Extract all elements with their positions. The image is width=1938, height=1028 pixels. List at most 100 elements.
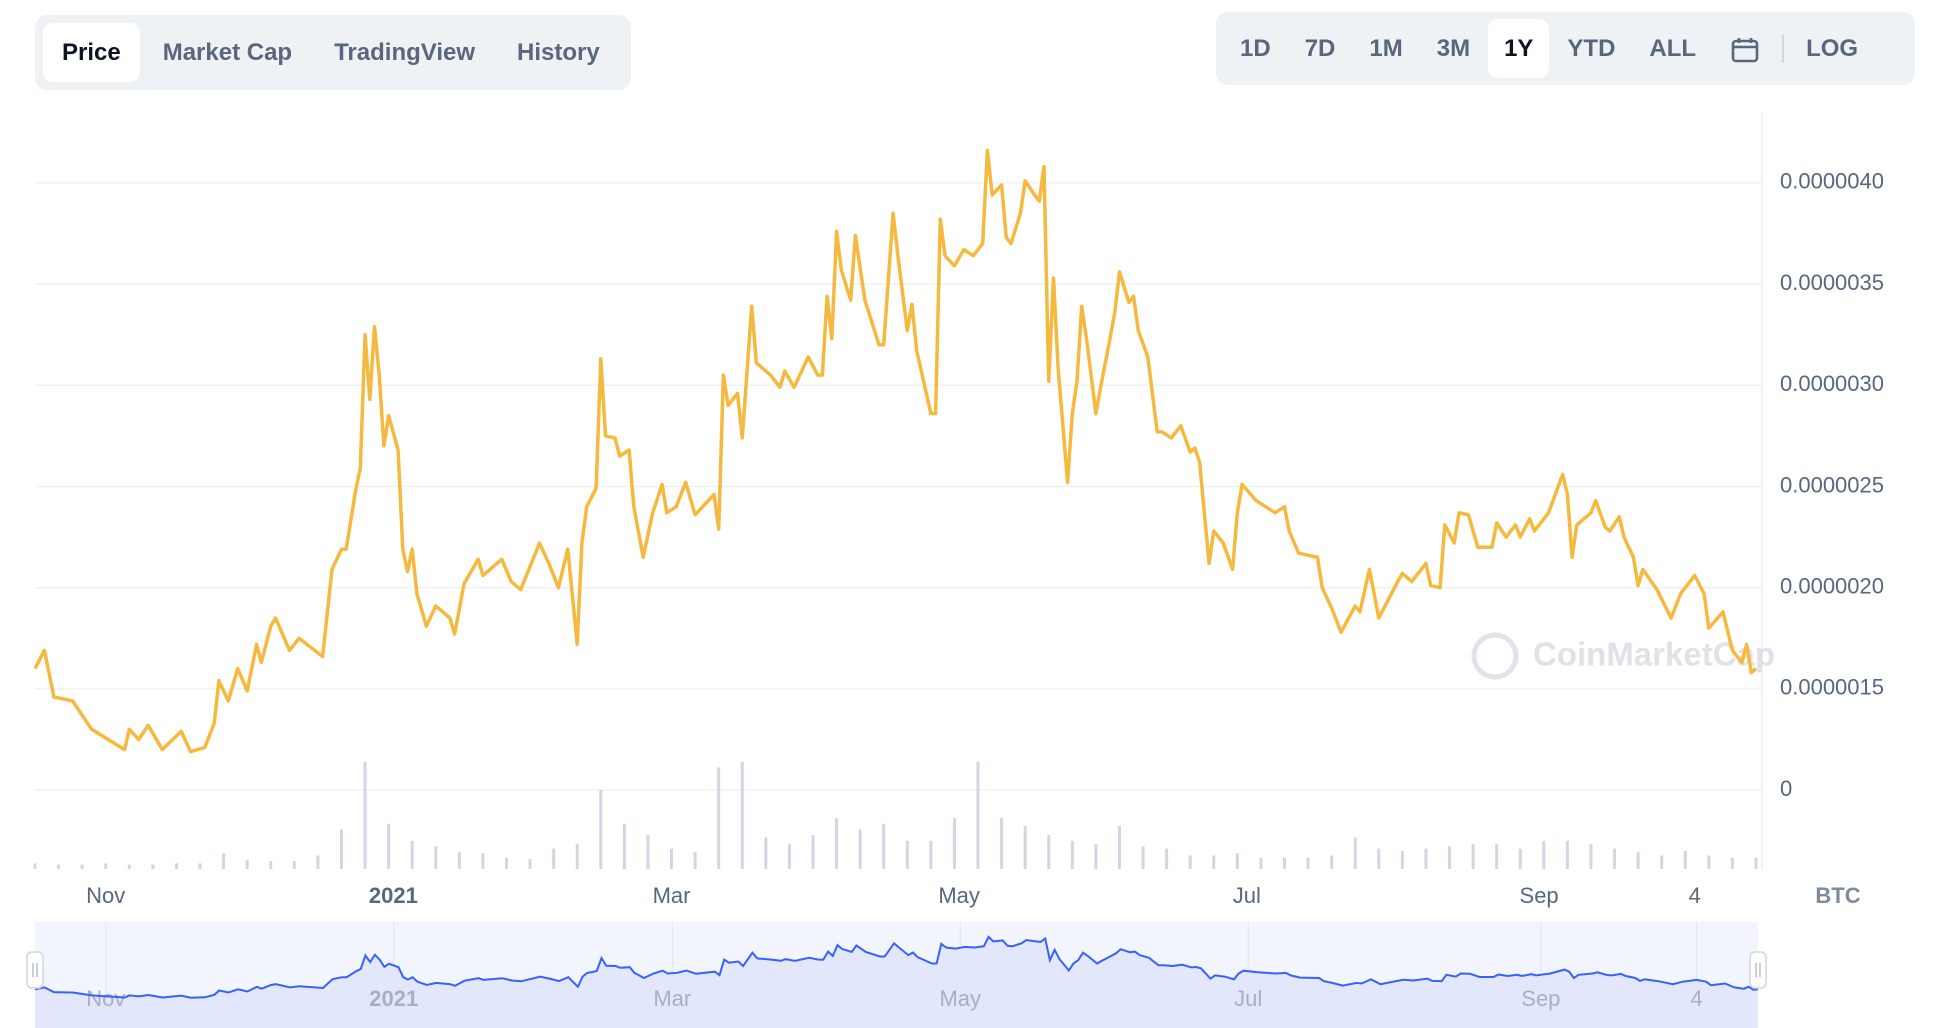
x-tick-label: Sep	[1520, 883, 1559, 908]
tab-bar: Price Market Cap TradingView History	[35, 15, 631, 90]
navigator-label: May	[939, 986, 981, 1011]
volume-bar	[882, 823, 886, 869]
y-tick-label: 0	[1780, 776, 1792, 801]
x-tick-label: May	[938, 883, 980, 908]
volume-bar	[457, 852, 461, 869]
range-button[interactable]: 1Y	[1488, 19, 1550, 78]
x-tick-label: Jul	[1233, 883, 1261, 908]
range-button[interactable]: 3M	[1436, 35, 1471, 62]
volume-bar	[905, 840, 909, 869]
volume-bar	[1377, 848, 1381, 869]
y-tick-label: 0.0000035	[1780, 270, 1884, 295]
volume-bar	[1589, 844, 1593, 869]
navigator-label: Jul	[1234, 986, 1262, 1011]
range-button[interactable]: 1D	[1240, 35, 1271, 62]
volume-bar	[363, 761, 367, 869]
volume-bar	[1094, 844, 1098, 869]
separator	[1782, 34, 1785, 63]
range-button[interactable]: YTD	[1567, 35, 1616, 62]
volume-bar	[976, 761, 980, 869]
volume-bar	[1471, 844, 1475, 869]
navigator-label: Mar	[653, 986, 691, 1011]
unit-label: BTC	[1815, 883, 1860, 908]
volume-bar	[1212, 855, 1216, 869]
range-button[interactable]: 7D	[1304, 35, 1336, 62]
volume-bar	[151, 864, 155, 869]
volume-bar	[481, 853, 485, 869]
volume-bar	[174, 863, 178, 869]
volume-bar	[528, 858, 532, 869]
volume-bar	[80, 864, 84, 869]
volume-bar	[622, 823, 626, 869]
volume-bar	[1730, 857, 1734, 869]
volume-bar	[33, 863, 37, 869]
volume-bar	[787, 844, 791, 869]
volume-bar	[1070, 840, 1074, 869]
watermark-text: CoinMarketCap	[1533, 636, 1775, 673]
volume-bar	[1448, 846, 1452, 869]
volume-bar	[1424, 848, 1428, 869]
volume-bar	[245, 859, 249, 869]
volume-bar	[434, 846, 438, 869]
volume-bar	[127, 864, 131, 869]
volume-bar	[339, 829, 343, 869]
volume-bar	[1141, 846, 1145, 869]
volume-bar	[1400, 850, 1404, 869]
volume-bar	[858, 829, 862, 869]
x-tick-label: Nov	[86, 883, 125, 908]
volume-bar	[410, 840, 414, 869]
volume-bar	[717, 767, 721, 869]
volume-bar	[929, 840, 933, 869]
volume-bar	[1542, 840, 1546, 869]
volume-bar	[1188, 855, 1192, 869]
volume-bar	[198, 863, 202, 869]
navigator-handle[interactable]	[26, 951, 44, 989]
volume-bar	[1613, 848, 1617, 869]
y-tick-label: 0.0000030	[1780, 371, 1884, 396]
log-button[interactable]: LOG	[1806, 35, 1859, 62]
volume-bar	[1660, 855, 1664, 869]
y-tick-label: 0.0000015	[1780, 675, 1884, 700]
volume-bar	[811, 835, 815, 869]
volume-bar	[952, 818, 956, 869]
tab[interactable]: Price	[43, 23, 140, 82]
volume-bar	[693, 852, 697, 869]
volume-bar	[1235, 853, 1239, 869]
volume-bar	[1306, 857, 1310, 869]
tab[interactable]: TradingView	[334, 39, 476, 66]
range-button[interactable]: 1M	[1369, 35, 1403, 62]
navigator-label: Nov	[86, 986, 125, 1011]
range-button[interactable]: ALL	[1649, 35, 1697, 62]
x-tick-label: Mar	[653, 883, 691, 908]
volume-bar	[505, 857, 509, 869]
tab[interactable]: History	[517, 39, 600, 66]
volume-bar	[552, 848, 556, 869]
volume-bar	[292, 861, 296, 869]
watermark: CoinMarketCap	[1471, 632, 1775, 680]
navigator-bg	[35, 922, 1758, 1028]
volume-bar	[1565, 840, 1569, 869]
navigator-label: 2021	[369, 986, 418, 1011]
volume-bar	[1683, 850, 1687, 869]
volume-bar	[222, 853, 226, 869]
navigator-handle[interactable]	[1749, 951, 1767, 989]
y-tick-label: 0.0000040	[1780, 169, 1884, 194]
volume-bar	[740, 761, 744, 869]
volume-bar	[269, 861, 273, 869]
tab[interactable]: Market Cap	[162, 39, 293, 66]
volume-bar	[1117, 826, 1121, 869]
x-tick-label: 4	[1689, 883, 1701, 908]
calendar-button[interactable]	[1714, 19, 1776, 78]
volume-bar	[1165, 848, 1169, 869]
volume-bar	[670, 848, 674, 869]
y-tick-label: 0.0000025	[1780, 472, 1884, 497]
navigator-label: 4	[1691, 986, 1703, 1011]
volume-bar	[835, 818, 839, 869]
volume-bar	[1518, 848, 1522, 869]
price-line	[33, 148, 1758, 754]
volume-bar	[1495, 844, 1499, 869]
volume-bar	[316, 855, 320, 869]
volume-bar	[1330, 855, 1334, 869]
navigator-label: Sep	[1521, 986, 1560, 1011]
